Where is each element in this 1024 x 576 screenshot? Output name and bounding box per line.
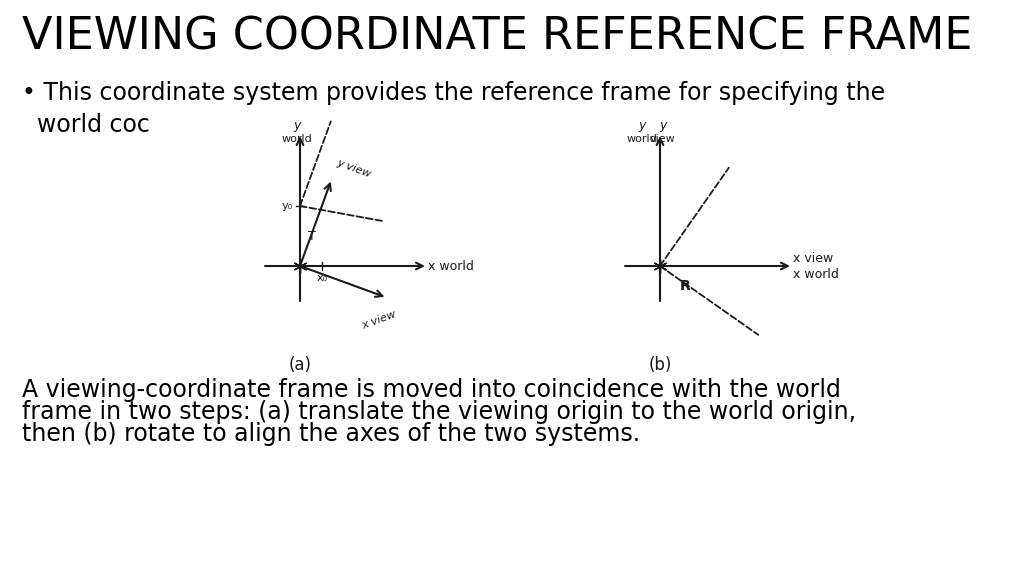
- Text: frame in two steps: (a) translate the viewing origin to the world origin,: frame in two steps: (a) translate the vi…: [22, 400, 856, 424]
- Text: x world: x world: [793, 268, 839, 282]
- Text: then (b) rotate to align the axes of the two systems.: then (b) rotate to align the axes of the…: [22, 422, 640, 446]
- Text: (b): (b): [648, 356, 672, 374]
- Text: A viewing-coordinate frame is moved into coincidence with the world: A viewing-coordinate frame is moved into…: [22, 378, 841, 402]
- Text: world: world: [282, 134, 312, 144]
- Text: x₀: x₀: [316, 273, 328, 283]
- Text: R: R: [680, 279, 690, 293]
- Text: x view: x view: [793, 252, 834, 266]
- Text: x world: x world: [428, 260, 474, 272]
- Text: y₀: y₀: [282, 201, 293, 211]
- Text: y: y: [638, 119, 646, 132]
- Text: • This coordinate system provides the reference frame for specifying the
  world: • This coordinate system provides the re…: [22, 81, 885, 137]
- Text: view: view: [650, 134, 676, 144]
- Text: y: y: [293, 119, 301, 132]
- Text: T: T: [308, 229, 315, 242]
- Text: VIEWING COORDINATE REFERENCE FRAME: VIEWING COORDINATE REFERENCE FRAME: [22, 16, 973, 59]
- Text: y: y: [659, 119, 667, 132]
- Text: x view: x view: [361, 309, 398, 331]
- Text: world: world: [627, 134, 657, 144]
- Text: y view: y view: [335, 158, 372, 180]
- Text: (a): (a): [289, 356, 311, 374]
